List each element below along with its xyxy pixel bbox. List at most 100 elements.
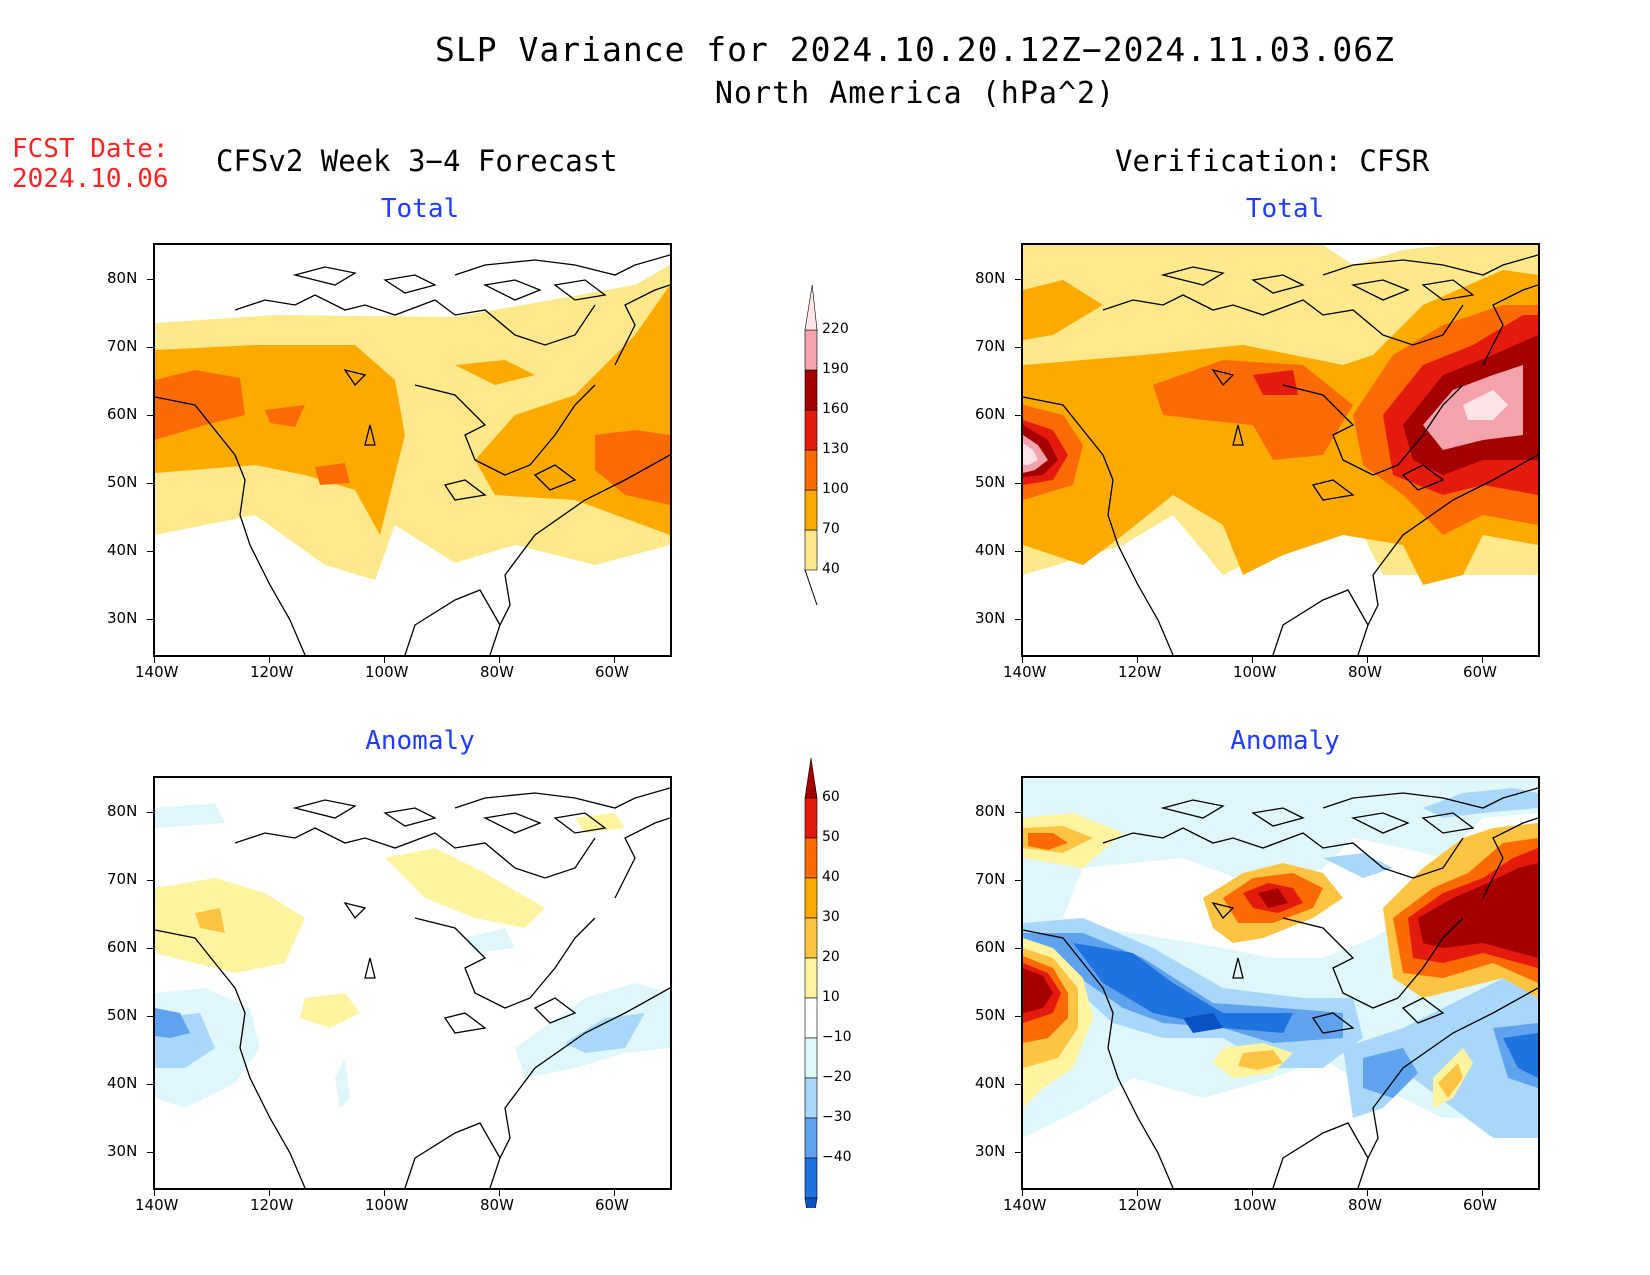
lat-tick-label: 60N	[975, 938, 1006, 956]
lon-tick-mark	[154, 655, 155, 663]
colorbar-total-level: 40	[822, 561, 840, 577]
lon-tick-mark	[614, 655, 615, 663]
colorbar-total-level: 160	[822, 401, 849, 417]
colorbar-anomaly-swatch	[804, 837, 818, 879]
colorbar-anomaly-level: 40	[822, 869, 840, 885]
lon-tick-mark	[1022, 655, 1023, 663]
lon-tick-mark	[499, 1188, 500, 1196]
colorbar-total-swatch	[804, 449, 818, 491]
lon-tick-mark	[1252, 655, 1253, 663]
colorbar-anomaly-level: −30	[822, 1109, 852, 1125]
lat-tick-label: 50N	[107, 1006, 138, 1024]
lat-tick-mark	[1015, 551, 1023, 552]
lat-tick-label: 50N	[107, 473, 138, 491]
lat-tick-label: 40N	[107, 1074, 138, 1092]
lat-tick-mark	[147, 812, 155, 813]
colorbar-anomaly-swatch	[804, 1037, 818, 1079]
lat-tick-mark	[1015, 948, 1023, 949]
lon-tick-label: 120W	[250, 663, 294, 681]
colorbar-total-swatch	[804, 369, 818, 411]
lat-tick-label: 50N	[975, 1006, 1006, 1024]
colorbar-anomaly-swatch	[804, 757, 818, 799]
lat-tick-mark	[147, 1152, 155, 1153]
lat-tick-label: 30N	[975, 1142, 1006, 1160]
lon-tick-label: 140W	[135, 1196, 179, 1214]
lat-tick-label: 80N	[107, 802, 138, 820]
colorbar-anomaly-swatch	[804, 957, 818, 999]
panel-title-fcst-anomaly: Anomaly	[365, 726, 475, 756]
colorbar-anomaly-level: −10	[822, 1029, 852, 1045]
lon-tick-label: 100W	[1233, 1196, 1277, 1214]
lat-tick-mark	[147, 948, 155, 949]
lat-tick-mark	[1015, 279, 1023, 280]
lon-tick-label: 100W	[1233, 663, 1277, 681]
map-panel-verification-anomaly	[1021, 776, 1540, 1190]
lon-tick-mark	[499, 655, 500, 663]
lon-tick-mark	[1482, 655, 1483, 663]
colorbar-anomaly-swatch	[804, 1117, 818, 1159]
lon-tick-label: 120W	[250, 1196, 294, 1214]
lon-tick-mark	[1367, 1188, 1368, 1196]
lon-tick-mark	[1022, 1188, 1023, 1196]
lat-tick-mark	[1015, 619, 1023, 620]
lat-tick-mark	[147, 619, 155, 620]
panel-title-obs-anomaly: Anomaly	[1230, 726, 1340, 756]
lon-tick-label: 140W	[1003, 1196, 1047, 1214]
lat-tick-mark	[147, 415, 155, 416]
colorbar-anomaly-swatch	[804, 1157, 818, 1199]
lat-tick-mark	[147, 279, 155, 280]
map-panel-forecast-anomaly	[153, 776, 672, 1190]
lat-tick-mark	[1015, 812, 1023, 813]
panel-title-obs-total: Total	[1245, 194, 1325, 224]
colorbar-anomaly-level: 30	[822, 909, 840, 925]
lon-tick-label: 60W	[1463, 1196, 1497, 1214]
lon-tick-mark	[614, 1188, 615, 1196]
colorbar-total-level: 100	[822, 481, 849, 497]
colorbar-anomaly-level: 20	[822, 949, 840, 965]
lat-tick-mark	[1015, 1016, 1023, 1017]
lat-tick-label: 60N	[107, 938, 138, 956]
lat-tick-label: 80N	[975, 269, 1006, 287]
lat-tick-label: 40N	[975, 541, 1006, 559]
map-panel-verification-total	[1021, 243, 1540, 657]
lon-tick-mark	[1367, 655, 1368, 663]
colorbar-total-swatch	[804, 489, 818, 531]
lon-tick-label: 80W	[480, 1196, 514, 1214]
lat-tick-mark	[147, 1084, 155, 1085]
colorbar-anomaly-swatch	[804, 917, 818, 959]
lat-tick-label: 70N	[107, 337, 138, 355]
lon-tick-mark	[269, 655, 270, 663]
chart-title: SLP Variance for 2024.10.20.12Z−2024.11.…	[435, 30, 1395, 69]
lat-tick-label: 60N	[107, 405, 138, 423]
right-column-title: Verification: CFSR	[1115, 144, 1430, 178]
panel-title-fcst-total: Total	[380, 194, 460, 224]
lat-tick-label: 30N	[107, 609, 138, 627]
colorbar-total-swatch	[804, 329, 818, 371]
colorbar-anomaly-swatch	[804, 1077, 818, 1119]
colorbar-total-level: 130	[822, 441, 849, 457]
colorbar-anomaly-level: 10	[822, 989, 840, 1005]
lon-tick-label: 120W	[1118, 663, 1162, 681]
colorbar-total-level: 220	[822, 321, 849, 337]
lon-tick-label: 120W	[1118, 1196, 1162, 1214]
lat-tick-mark	[1015, 347, 1023, 348]
lon-tick-label: 80W	[1348, 663, 1382, 681]
lat-tick-label: 50N	[975, 473, 1006, 491]
colorbar-anomaly-level: −40	[822, 1149, 852, 1165]
lat-tick-label: 70N	[975, 337, 1006, 355]
fcst-date-value: 2024.10.06	[12, 164, 169, 194]
lat-tick-mark	[1015, 483, 1023, 484]
lat-tick-label: 70N	[975, 870, 1006, 888]
lon-tick-label: 80W	[1348, 1196, 1382, 1214]
lon-tick-label: 100W	[365, 1196, 409, 1214]
lat-tick-label: 60N	[975, 405, 1006, 423]
colorbar-total	[800, 284, 840, 619]
lon-tick-label: 140W	[135, 663, 179, 681]
left-column-title: CFSv2 Week 3−4 Forecast	[216, 144, 618, 178]
fcst-date-label: FCST Date:	[12, 134, 169, 164]
lat-tick-label: 40N	[975, 1074, 1006, 1092]
colorbar-total-swatch	[804, 529, 818, 571]
lon-tick-mark	[269, 1188, 270, 1196]
colorbar-anomaly-level: −20	[822, 1069, 852, 1085]
colorbar-total-level: 70	[822, 521, 840, 537]
